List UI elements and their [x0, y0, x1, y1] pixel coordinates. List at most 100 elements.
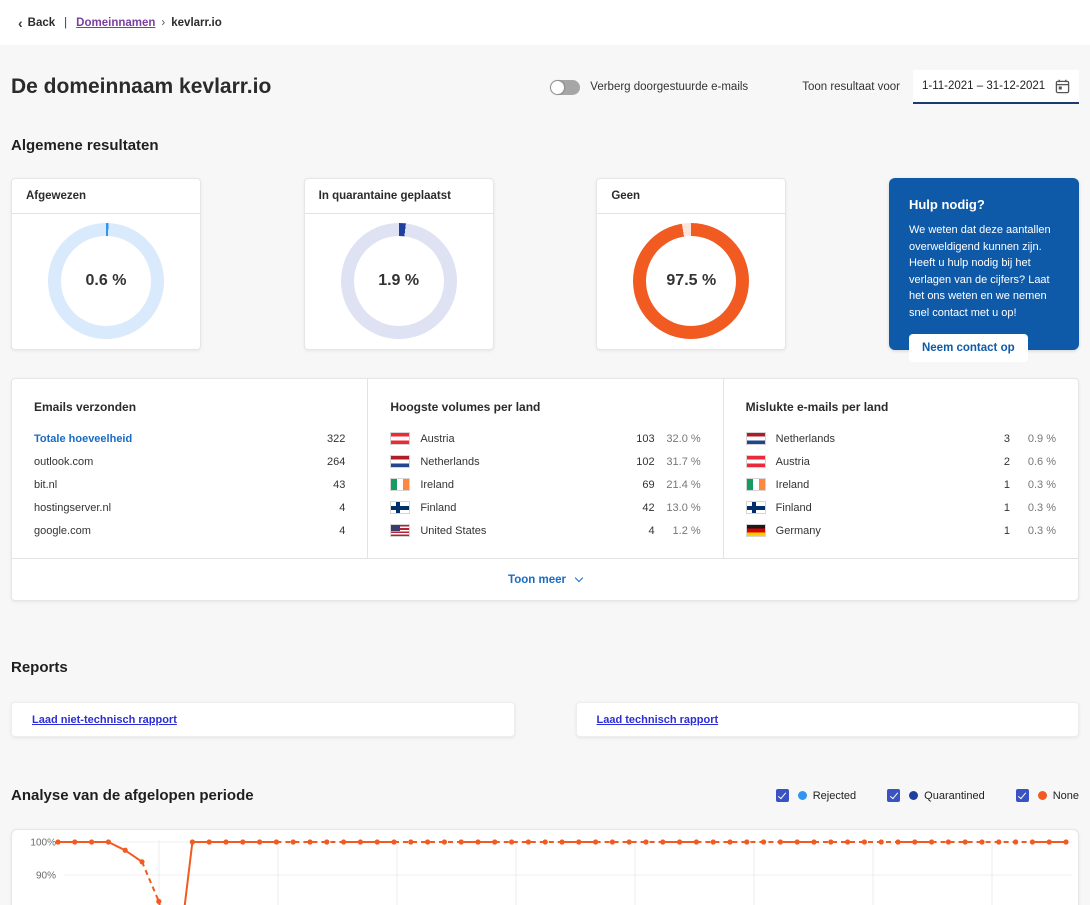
table-row: hostingserver.nl 4 — [34, 496, 345, 519]
chevron-down-icon — [574, 573, 584, 583]
contact-button[interactable]: Neem contact op — [908, 334, 1028, 362]
total-amount-link[interactable]: Totale hoeveelheid — [34, 432, 133, 445]
quarantined-checkbox[interactable] — [887, 789, 901, 802]
help-card-title: Hulp nodig? — [908, 197, 985, 212]
quarantined-card-title: In quarantaine geplaatst — [304, 179, 493, 214]
table-row: Austria 103 32.0 % — [390, 427, 701, 450]
legend-item-none: None — [1015, 789, 1079, 802]
none-card: Geen 97.5 % — [596, 178, 787, 350]
breadcrumb-link-domains[interactable]: Domeinnamen — [76, 16, 156, 29]
country-name: Ireland — [420, 478, 454, 491]
country-percent: 0.3 % — [1027, 478, 1056, 491]
chevron-left-icon: ‹ — [18, 14, 23, 31]
quarantined-dot-icon — [909, 791, 919, 800]
country-percent: 0.3 % — [1027, 501, 1056, 514]
country-name: Germany — [775, 524, 821, 537]
chart-legend: Rejected Quarantined None — [775, 789, 1079, 802]
volumes-per-country-title: Hoogste volumes per land — [390, 400, 541, 414]
svg-text:90%: 90% — [36, 871, 56, 882]
rejected-card-title: Afgewezen — [12, 179, 200, 214]
toggle-label: Verberg doorgestuurde e-mails — [590, 81, 749, 93]
date-range-input[interactable]: 1-11-2021 – 31-12-2021 — [913, 70, 1079, 104]
technical-report-link[interactable]: Laad technisch rapport — [596, 713, 719, 726]
breadcrumb-current: kevlarr.io — [171, 16, 222, 29]
analysis-line-chart: 100% 90% — [11, 829, 1079, 905]
forwarded-emails-toggle-group: Verberg doorgestuurde e-mails — [550, 79, 749, 95]
section-title-reports: Reports — [11, 659, 68, 676]
page-content: De domeinnaam kevlarr.io Verberg doorges… — [0, 45, 1090, 905]
none-legend-label: None — [1052, 789, 1079, 802]
table-row: bit.nl 43 — [34, 473, 345, 496]
none-card-title: Geen — [597, 179, 786, 214]
country-name: Finland — [420, 501, 457, 514]
rejected-percentage: 0.6 % — [85, 271, 127, 289]
flag-nl-icon — [390, 455, 411, 468]
analysis-header-row: Analyse van de afgelopen periode Rejecte… — [11, 787, 1079, 804]
none-dot-icon — [1037, 791, 1047, 800]
sender-count: 4 — [339, 524, 346, 537]
back-button[interactable]: ‹ Back — [18, 16, 55, 30]
country-percent: 32.0 % — [666, 432, 701, 445]
quarantined-card: In quarantaine geplaatst 1.9 % — [303, 178, 494, 350]
country-count: 103 — [636, 432, 655, 445]
help-card: Hulp nodig? We weten dat deze aantallen … — [888, 178, 1079, 362]
flag-at-icon — [745, 455, 766, 468]
quarantined-card-body: 1.9 % — [305, 214, 493, 347]
country-count: 2 — [1003, 455, 1010, 468]
table-row: Germany 1 0.3 % — [745, 519, 1056, 542]
country-percent: 31.7 % — [666, 455, 701, 468]
table-row: United States 4 1.2 % — [390, 519, 701, 542]
country-count: 42 — [642, 501, 655, 514]
calendar-icon[interactable] — [1055, 79, 1070, 94]
country-count: 69 — [642, 478, 655, 491]
page-title: De domeinnaam kevlarr.io — [11, 75, 272, 98]
rejected-dot-icon — [797, 791, 807, 800]
table-row: Austria 2 0.6 % — [745, 450, 1056, 473]
failed-emails-per-country-table: Mislukte e-mails per land Netherlands 3 0.… — [722, 379, 1078, 558]
emails-sent-title: Emails verzonden — [34, 400, 137, 414]
rejected-donut-chart: 0.6 % — [48, 222, 164, 339]
country-name: Netherlands — [420, 455, 480, 468]
country-percent: 0.6 % — [1027, 455, 1056, 468]
table-row: Totale hoeveelheid 322 — [34, 427, 345, 450]
country-percent: 0.3 % — [1027, 524, 1056, 537]
quarantined-legend-label: Quarantined — [924, 789, 985, 802]
report-cards-row: Laad niet-technisch rapport Laad technis… — [11, 702, 1079, 737]
section-title-analysis: Analyse van de afgelopen periode — [11, 787, 254, 804]
rejected-checkbox[interactable] — [775, 789, 789, 802]
date-filter-label: Toon resultaat voor — [802, 81, 900, 93]
volumes-per-country-table: Hoogste volumes per land Austria 103 32.0 … — [367, 379, 722, 558]
country-count: 3 — [1003, 432, 1010, 445]
breadcrumb: ‹ Back | Domeinnamen › kevlarr.io — [0, 0, 1090, 45]
sender-count: 264 — [326, 455, 346, 468]
table-row: Ireland 69 21.4 % — [390, 473, 701, 496]
table-row: Finland 42 13.0 % — [390, 496, 701, 519]
none-checkbox[interactable] — [1015, 789, 1029, 802]
legend-item-quarantined: Quarantined — [887, 789, 985, 802]
table-row: Netherlands 102 31.7 % — [390, 450, 701, 473]
country-percent: 1.2 % — [672, 524, 701, 537]
country-count: 1 — [1003, 524, 1010, 537]
quarantined-percentage: 1.9 % — [378, 271, 420, 289]
sender-count: 4 — [339, 501, 346, 514]
breadcrumb-arrow: › — [161, 16, 166, 29]
tables-footer: Toon meer — [12, 558, 1078, 600]
hide-forwarded-toggle[interactable] — [550, 79, 581, 95]
country-count: 1 — [1003, 501, 1010, 514]
help-card-body: We weten dat deze aantallen overweldigen… — [908, 224, 1051, 319]
rejected-card-body: 0.6 % — [12, 214, 200, 347]
flag-de-icon — [745, 524, 766, 537]
none-donut-chart: 97.5 % — [633, 222, 750, 339]
statistics-tables-card: Emails verzonden Totale hoeveelheid 322 ou… — [11, 378, 1079, 601]
page-header: De domeinnaam kevlarr.io Verberg doorges… — [11, 70, 1079, 104]
sender-count: 322 — [326, 432, 346, 445]
section-title-general: Algemene resultaten — [11, 137, 159, 154]
non-technical-report-card: Laad niet-technisch rapport — [11, 702, 515, 737]
country-name: Netherlands — [775, 432, 835, 445]
non-technical-report-link[interactable]: Laad niet-technisch rapport — [32, 713, 177, 726]
legend-item-rejected: Rejected — [775, 789, 856, 802]
back-label: Back — [27, 16, 56, 29]
country-percent: 0.9 % — [1027, 432, 1056, 445]
show-more-button[interactable]: Toon meer — [508, 573, 584, 586]
quarantined-donut-chart: 1.9 % — [340, 222, 457, 339]
